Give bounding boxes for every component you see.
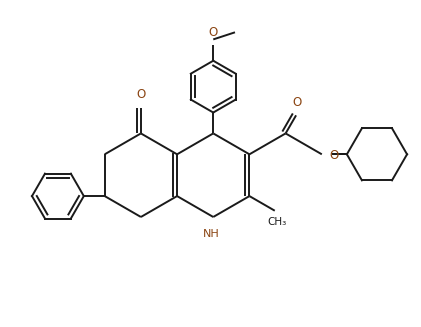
- Text: NH: NH: [203, 229, 219, 239]
- Text: CH₃: CH₃: [267, 216, 286, 227]
- Text: O: O: [292, 96, 301, 110]
- Text: O: O: [209, 26, 218, 40]
- Text: O: O: [329, 149, 338, 162]
- Text: O: O: [136, 88, 146, 101]
